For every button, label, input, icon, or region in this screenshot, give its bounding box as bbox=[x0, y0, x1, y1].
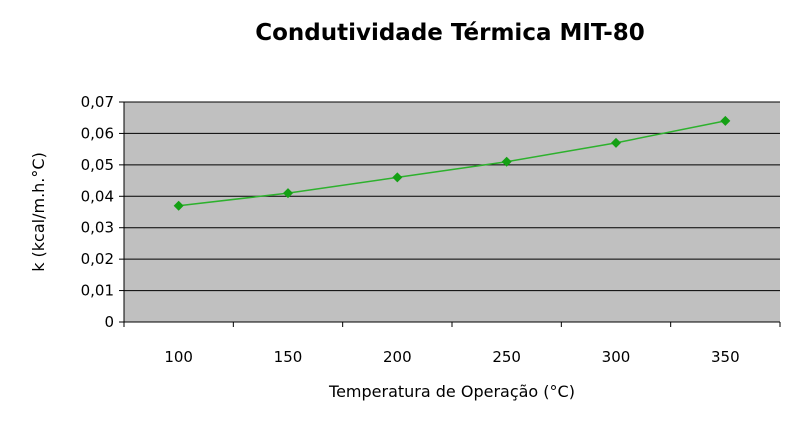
y-tick-label: 0,01 bbox=[81, 282, 114, 300]
tick-labels: 0 0,01 0,02 0,03 0,04 0,05 0,06 0,07 100 150 200 25… bbox=[81, 93, 740, 366]
y-tick-label: 0,07 bbox=[81, 93, 114, 111]
data-point bbox=[392, 172, 403, 183]
x-axis-label: Temperatura de Operação (°C) bbox=[328, 382, 575, 401]
y-tick-label: 0,04 bbox=[81, 187, 114, 205]
data-point bbox=[720, 115, 731, 126]
x-tick-label: 150 bbox=[274, 348, 303, 366]
y-tick-label: 0,03 bbox=[81, 219, 114, 237]
x-tick-label: 200 bbox=[383, 348, 412, 366]
series-line bbox=[178, 120, 726, 207]
x-tick-label: 250 bbox=[492, 348, 521, 366]
x-tick-label: 100 bbox=[164, 348, 193, 366]
plot-area bbox=[124, 102, 780, 322]
y-tick-label: 0,05 bbox=[81, 156, 114, 174]
axes bbox=[119, 101, 781, 327]
y-tick-label: 0 bbox=[104, 313, 114, 331]
y-axis-label: k (kcal/m.h.°C) bbox=[29, 152, 48, 272]
gridlines bbox=[124, 101, 780, 292]
data-point bbox=[611, 137, 621, 148]
x-tick-label: 350 bbox=[711, 348, 740, 366]
data-point bbox=[173, 200, 184, 211]
chart-title: Condutividade Térmica MIT-80 bbox=[255, 20, 645, 46]
series-group bbox=[173, 115, 731, 211]
y-tick-label: 0,06 bbox=[81, 124, 114, 142]
x-tick-label: 300 bbox=[602, 348, 631, 366]
data-point bbox=[501, 156, 512, 167]
y-tick-label: 0,02 bbox=[81, 250, 114, 268]
data-point bbox=[283, 188, 293, 199]
